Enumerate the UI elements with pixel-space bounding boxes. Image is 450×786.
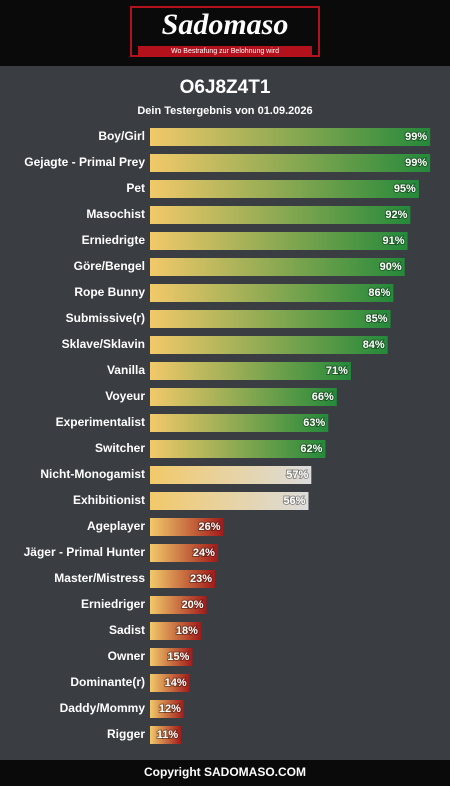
- bar: [150, 232, 408, 250]
- category-label: Jäger - Primal Hunter: [24, 545, 146, 559]
- bar: [150, 180, 419, 198]
- bar: [150, 700, 184, 718]
- value-label: 91%: [382, 235, 404, 247]
- value-label: 14%: [165, 677, 187, 689]
- category-label: Erniedrigte: [82, 233, 146, 247]
- category-label: Pet: [126, 181, 145, 195]
- category-label: Vanilla: [107, 363, 145, 377]
- value-label: 24%: [193, 547, 215, 559]
- category-label: Rigger: [107, 727, 145, 741]
- category-label: Erniedriger: [81, 597, 145, 611]
- bar: [150, 154, 431, 172]
- plot: Boy/Girl 99% Gejagte - Primal Prey 99% Pet 95…: [24, 128, 431, 744]
- bar: [150, 726, 182, 744]
- category-label: Exhibitionist: [73, 493, 145, 507]
- value-label: 15%: [167, 651, 189, 663]
- value-label: 26%: [199, 521, 221, 533]
- chart-title: O6J8Z4T1: [180, 77, 271, 98]
- bar: [150, 596, 207, 614]
- bar: [150, 466, 312, 484]
- value-label: 63%: [303, 417, 325, 429]
- value-label: 62%: [300, 443, 322, 455]
- tagline-band: [138, 46, 312, 55]
- value-label: 11%: [157, 729, 179, 741]
- category-label: Ageplayer: [87, 519, 145, 533]
- category-label: Master/Mistress: [54, 571, 145, 585]
- value-label: 57%: [286, 469, 308, 481]
- bar: [150, 128, 431, 146]
- category-label: Gejagte - Primal Prey: [24, 155, 145, 169]
- value-label: 90%: [380, 261, 402, 273]
- value-label: 99%: [405, 157, 427, 169]
- bar: [150, 362, 351, 380]
- category-label: Boy/Girl: [98, 129, 145, 143]
- bar: [150, 310, 391, 328]
- footer-band: [0, 760, 450, 786]
- logo: Sadomaso: [162, 8, 289, 41]
- category-label: Rope Bunny: [74, 285, 145, 299]
- category-label: Masochist: [86, 207, 145, 221]
- category-label: Nicht-Monogamist: [40, 467, 145, 481]
- category-label: Sadist: [109, 623, 145, 637]
- value-label: 18%: [176, 625, 198, 637]
- bar: [150, 206, 411, 224]
- category-label: Daddy/Mommy: [60, 701, 146, 715]
- category-label: Voyeur: [105, 389, 145, 403]
- category-label: Experimentalist: [56, 415, 145, 429]
- value-label: 56%: [283, 495, 305, 507]
- value-label: 20%: [182, 599, 204, 611]
- category-label: Switcher: [95, 441, 145, 455]
- category-label: Sklave/Sklavin: [62, 337, 145, 351]
- value-label: 99%: [405, 131, 427, 143]
- value-label: 92%: [385, 209, 407, 221]
- category-label: Göre/Bengel: [74, 259, 145, 273]
- bar: [150, 388, 337, 406]
- chart-subtitle: Dein Testergebnis von 01.09.2026: [137, 105, 312, 117]
- value-label: 71%: [326, 365, 348, 377]
- value-label: 23%: [190, 573, 212, 585]
- category-label: Submissive(r): [66, 311, 145, 325]
- value-label: 66%: [312, 391, 334, 403]
- value-label: 84%: [363, 339, 385, 351]
- value-label: 85%: [366, 313, 388, 325]
- bar: [150, 284, 394, 302]
- bar: [150, 648, 193, 666]
- bar: [150, 492, 309, 510]
- bar: [150, 570, 216, 588]
- bar: [150, 414, 329, 432]
- bar: [150, 674, 190, 692]
- value-label: 12%: [159, 703, 181, 715]
- value-label: 95%: [394, 183, 416, 195]
- bar: [150, 544, 218, 562]
- bar: [150, 258, 405, 276]
- copyright: Copyright SADOMASO.COM: [144, 765, 306, 779]
- tagline: Wo Bestrafung zur Belohnung wird: [171, 48, 279, 55]
- category-label: Owner: [108, 649, 146, 663]
- bar: [150, 518, 224, 536]
- category-label: Dominante(r): [70, 675, 145, 689]
- value-label: 86%: [368, 287, 390, 299]
- bar: [150, 622, 201, 640]
- bar: [150, 336, 388, 354]
- bar: [150, 440, 326, 458]
